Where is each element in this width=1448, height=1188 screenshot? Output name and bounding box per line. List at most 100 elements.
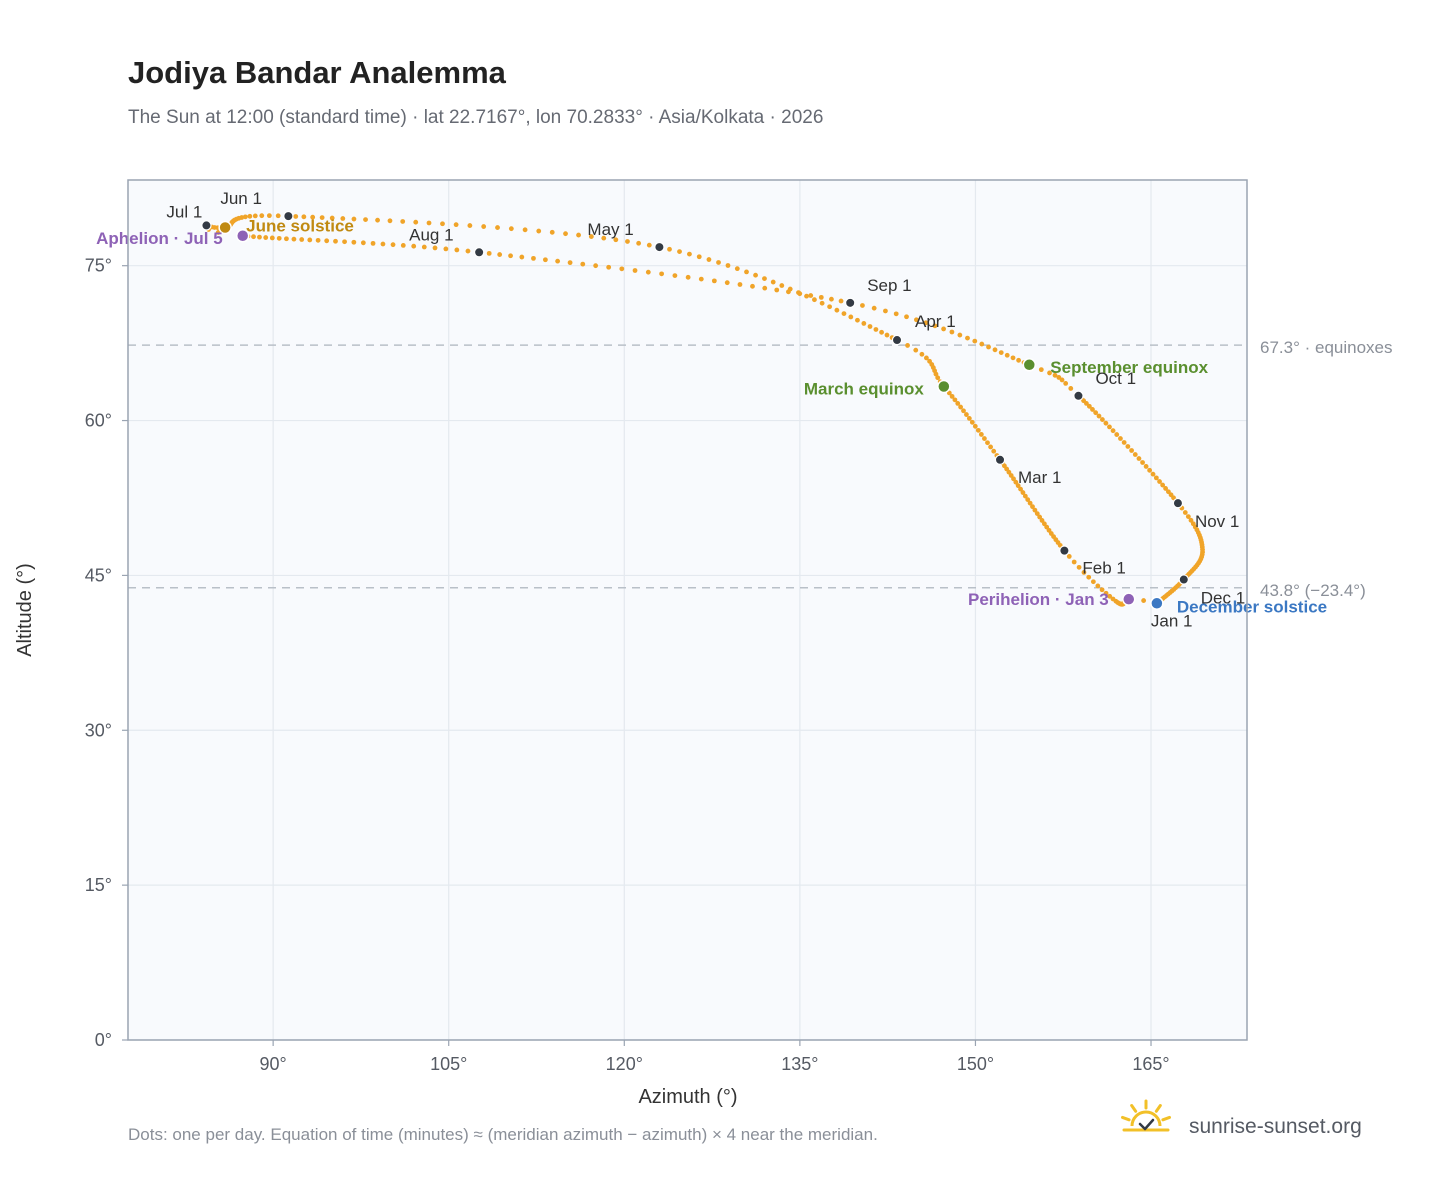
daily-dot bbox=[625, 239, 630, 244]
daily-dot bbox=[1140, 460, 1145, 465]
sun-ray bbox=[1121, 1115, 1131, 1122]
daily-dot bbox=[247, 213, 253, 219]
daily-dot bbox=[1095, 583, 1101, 589]
daily-dot bbox=[812, 297, 817, 303]
daily-dot bbox=[645, 269, 651, 275]
month-marker-dot bbox=[654, 241, 665, 253]
month-marker-label: Aug 1 bbox=[409, 225, 453, 244]
daily-dot bbox=[1110, 596, 1116, 602]
event-marker-label: June solstice bbox=[246, 216, 354, 235]
daily-dot bbox=[966, 416, 972, 421]
event-marker-label: December solstice bbox=[1177, 597, 1327, 616]
daily-dot bbox=[606, 264, 612, 270]
daily-dot bbox=[952, 397, 958, 403]
daily-dot bbox=[724, 280, 730, 286]
daily-dot bbox=[1114, 432, 1120, 437]
daily-dot bbox=[935, 375, 941, 381]
month-marker-dot bbox=[283, 210, 294, 222]
daily-dot bbox=[716, 260, 721, 265]
daily-dot bbox=[964, 412, 969, 417]
daily-dot bbox=[542, 257, 548, 263]
daily-dot bbox=[698, 276, 704, 282]
daily-dot bbox=[390, 242, 396, 248]
y-axis-label: Altitude (°) bbox=[14, 563, 36, 657]
daily-dot bbox=[860, 303, 865, 308]
daily-dot bbox=[927, 358, 932, 364]
daily-dot bbox=[1016, 357, 1022, 363]
daily-dot bbox=[1185, 514, 1191, 519]
month-marker-dot bbox=[1178, 574, 1189, 585]
event-marker-label: March equinox bbox=[804, 379, 925, 398]
month-marker-label: Mar 1 bbox=[1018, 468, 1061, 487]
daily-dot bbox=[242, 214, 248, 220]
daily-dot bbox=[400, 243, 406, 248]
daily-dot bbox=[481, 224, 487, 229]
daily-dot bbox=[580, 261, 586, 267]
daily-dot bbox=[1136, 456, 1142, 461]
daily-dot bbox=[972, 423, 978, 429]
daily-dot bbox=[340, 216, 346, 221]
daily-dot bbox=[1022, 493, 1028, 499]
daily-dot bbox=[985, 440, 990, 446]
daily-dot bbox=[992, 347, 998, 353]
x-tick-label: 90° bbox=[260, 1054, 287, 1074]
daily-dot bbox=[855, 317, 860, 323]
daily-dot bbox=[421, 244, 427, 250]
daily-dot bbox=[667, 246, 672, 252]
sun-ray bbox=[1161, 1115, 1171, 1122]
month-marker-dot bbox=[1073, 390, 1084, 401]
event-marker-label: September equinox bbox=[1050, 358, 1208, 377]
brand-link[interactable]: sunrise-sunset.org bbox=[1189, 1115, 1362, 1138]
daily-dot bbox=[1182, 510, 1188, 515]
daily-dot bbox=[941, 326, 946, 332]
daily-dot bbox=[753, 272, 758, 278]
daily-dot bbox=[324, 238, 330, 244]
daily-dot bbox=[838, 298, 844, 304]
daily-dot bbox=[519, 254, 525, 260]
daily-dot bbox=[1018, 486, 1023, 492]
daily-dot bbox=[486, 250, 492, 256]
daily-dot bbox=[1030, 504, 1035, 510]
daily-dot bbox=[1032, 507, 1038, 513]
x-tick-label: 105° bbox=[430, 1054, 467, 1074]
daily-dot bbox=[986, 344, 991, 350]
daily-dot bbox=[380, 241, 386, 247]
daily-dot bbox=[1027, 500, 1033, 506]
daily-dot bbox=[1132, 452, 1138, 457]
daily-dot bbox=[923, 320, 929, 326]
daily-dot bbox=[400, 219, 406, 224]
daily-dot bbox=[1076, 564, 1082, 570]
daily-dot bbox=[360, 240, 366, 246]
daily-dot bbox=[659, 271, 665, 277]
daily-dot bbox=[619, 266, 625, 272]
daily-dot bbox=[1110, 428, 1116, 434]
daily-dot bbox=[913, 347, 919, 353]
daily-dot bbox=[914, 317, 919, 323]
daily-dot bbox=[932, 323, 938, 329]
daily-dot bbox=[497, 252, 503, 257]
daily-dot bbox=[310, 214, 316, 220]
daily-dot bbox=[259, 213, 265, 219]
daily-dot bbox=[988, 444, 993, 450]
daily-dot bbox=[905, 343, 910, 348]
daily-dot bbox=[829, 296, 834, 302]
daily-dot bbox=[687, 251, 692, 257]
daily-dot bbox=[672, 273, 678, 278]
daily-dot bbox=[536, 228, 542, 234]
month-marker-dot bbox=[201, 220, 212, 231]
daily-dot bbox=[319, 215, 325, 221]
daily-dot bbox=[370, 240, 376, 246]
daily-dot bbox=[1141, 598, 1147, 603]
month-marker-label: Feb 1 bbox=[1082, 559, 1125, 578]
event-marker-dot bbox=[1150, 596, 1164, 611]
daily-dot bbox=[786, 289, 791, 295]
daily-dot bbox=[453, 222, 459, 228]
daily-dot bbox=[646, 242, 652, 248]
daily-dot bbox=[750, 283, 755, 289]
daily-dot bbox=[299, 237, 305, 242]
daily-dot bbox=[1059, 377, 1065, 383]
daily-dot bbox=[919, 351, 925, 357]
month-marker-label: May 1 bbox=[587, 220, 633, 239]
daily-dot bbox=[893, 311, 899, 317]
daily-dot bbox=[454, 247, 460, 253]
